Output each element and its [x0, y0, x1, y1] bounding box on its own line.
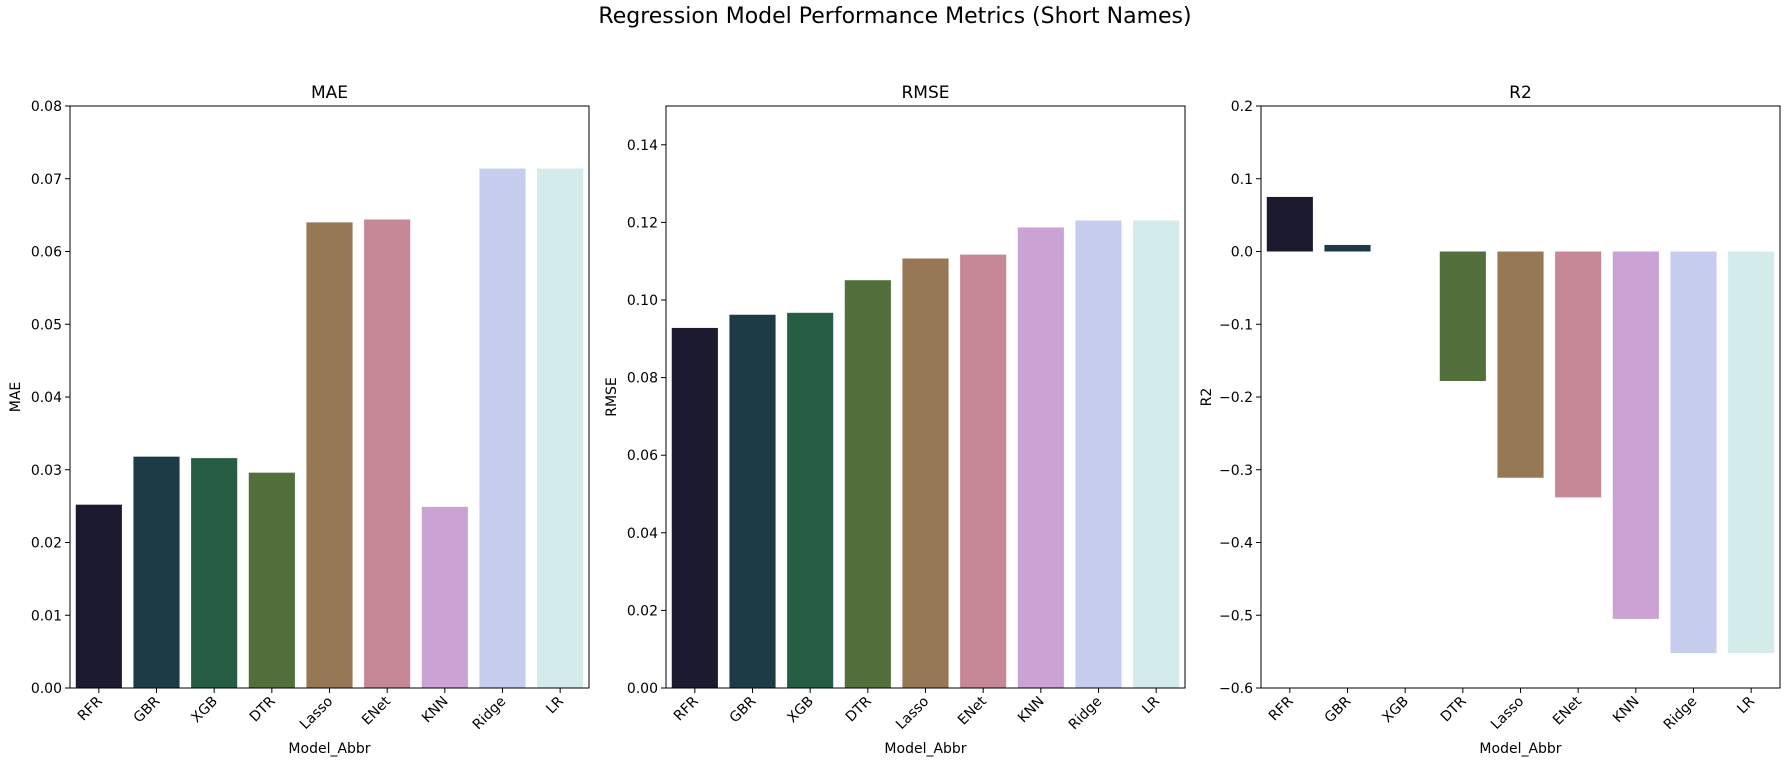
bar-ridge — [1670, 251, 1717, 654]
chart-panel-r2: −0.6 −0.5 −0.4 −0.3 −0.2 −0.1 0.0 0.1 0.2 RFR GBR X… — [1199, 83, 1781, 757]
y-tick-label: 0.05 — [31, 317, 62, 333]
y-tick-label: 0.1 — [1231, 172, 1253, 188]
x-axis-label: Model_Abbr — [288, 741, 370, 757]
bar-enet — [364, 219, 411, 689]
y-tick-label: 0.06 — [31, 245, 62, 261]
bar-lr — [1133, 220, 1180, 688]
y-tick-label: 0.02 — [31, 536, 62, 552]
y-axis-label: R2 — [1199, 388, 1215, 407]
y-axis-label: MAE — [8, 382, 24, 413]
y-tick-label: 0.00 — [627, 681, 658, 697]
x-tick-label: ENet — [1550, 693, 1585, 728]
bar-xgb — [191, 458, 238, 688]
x-tick-label: LR — [1734, 693, 1758, 717]
chart-title: MAE — [311, 83, 348, 103]
y-tick-label: 0.02 — [627, 603, 658, 619]
y-tick-label: 0.04 — [31, 390, 62, 406]
y-tick-label: 0.10 — [627, 293, 658, 309]
x-tick-label: GBR — [727, 693, 760, 726]
chart-title: RMSE — [901, 83, 949, 103]
y-tick-label: 0.07 — [31, 172, 62, 188]
bar-rfr — [671, 327, 718, 688]
x-tick-label: RFR — [1266, 693, 1297, 724]
x-tick-label: KNN — [1610, 694, 1643, 727]
x-tick-label: GBR — [131, 693, 164, 726]
y-tick-label: −0.1 — [1219, 317, 1253, 333]
bar-knn — [421, 506, 468, 688]
y-tick-label: 0.0 — [1231, 245, 1253, 261]
x-tick-label: Lasso — [893, 694, 932, 733]
bar-knn — [1017, 227, 1064, 688]
bar-ridge — [1075, 220, 1122, 688]
y-tick-label: −0.3 — [1219, 463, 1253, 479]
bar-lasso — [902, 258, 949, 688]
y-tick-label: 0.2 — [1231, 99, 1253, 115]
y-tick-label: −0.4 — [1219, 536, 1253, 552]
x-tick-label: LR — [543, 693, 567, 717]
y-tick-label: −0.2 — [1219, 390, 1253, 406]
y-axis-label: RMSE — [604, 377, 620, 417]
x-tick-label: Ridge — [470, 694, 510, 734]
bar-lasso — [306, 222, 353, 688]
y-tick-label: 0.00 — [31, 681, 62, 697]
x-tick-label: LR — [1139, 693, 1163, 717]
bar-gbr — [133, 456, 180, 688]
y-tick-label: 0.14 — [627, 138, 658, 154]
x-tick-label: XGB — [784, 694, 817, 727]
bar-dtr — [1439, 251, 1486, 381]
x-axis-label: Model_Abbr — [884, 741, 966, 757]
y-tick-label: 0.01 — [31, 608, 62, 624]
figure-title: Regression Model Performance Metrics (Sh… — [598, 4, 1192, 29]
bar-gbr — [1324, 244, 1371, 252]
y-tick-label: 0.08 — [627, 371, 658, 387]
x-tick-label: ENet — [359, 693, 394, 728]
chart-panel-mae: 0.00 0.01 0.02 0.03 0.04 0.05 0.06 0.07 0.08 RFR G… — [8, 83, 590, 757]
bar-enet — [960, 254, 1007, 688]
bar-lasso — [1497, 251, 1544, 478]
x-tick-label: XGB — [188, 694, 221, 727]
bar-enet — [1555, 251, 1602, 498]
x-axis-label: Model_Abbr — [1479, 741, 1561, 757]
bar-dtr — [248, 472, 295, 688]
bar-gbr — [729, 314, 776, 688]
x-tick-label: DTR — [1438, 693, 1470, 725]
x-tick-label: RFR — [75, 693, 106, 724]
bar-knn — [1612, 251, 1659, 619]
bar-rfr — [75, 504, 122, 688]
x-tick-label: ENet — [955, 693, 990, 728]
y-tick-label: 0.03 — [31, 463, 62, 479]
y-tick-label: 0.04 — [627, 526, 658, 542]
y-tick-label: 0.06 — [627, 448, 658, 464]
y-tick-label: −0.6 — [1219, 681, 1253, 697]
x-tick-label: DTR — [843, 693, 875, 725]
x-tick-label: DTR — [247, 693, 279, 725]
chart-panel-rmse: 0.00 0.02 0.04 0.06 0.08 0.10 0.12 0.14 RFR GBR XG… — [604, 83, 1186, 757]
x-tick-label: RFR — [671, 693, 702, 724]
bar-lr — [537, 168, 584, 688]
x-tick-label: Ridge — [1661, 694, 1701, 734]
x-tick-label: Lasso — [297, 694, 336, 733]
y-tick-label: 0.12 — [627, 215, 658, 231]
bar-xgb — [787, 312, 834, 688]
y-tick-label: −0.5 — [1219, 608, 1253, 624]
x-tick-label: KNN — [1015, 694, 1048, 727]
bar-rfr — [1266, 196, 1313, 252]
x-tick-label: KNN — [419, 694, 452, 727]
y-tick-label: 0.08 — [31, 99, 62, 115]
x-tick-label: Ridge — [1066, 694, 1106, 734]
bar-dtr — [844, 280, 891, 688]
x-tick-label: Lasso — [1488, 694, 1527, 733]
x-tick-label: GBR — [1322, 693, 1355, 726]
x-tick-label: XGB — [1379, 694, 1412, 727]
bar-lr — [1728, 251, 1775, 654]
bar-ridge — [479, 168, 526, 688]
chart-title: R2 — [1509, 83, 1532, 103]
